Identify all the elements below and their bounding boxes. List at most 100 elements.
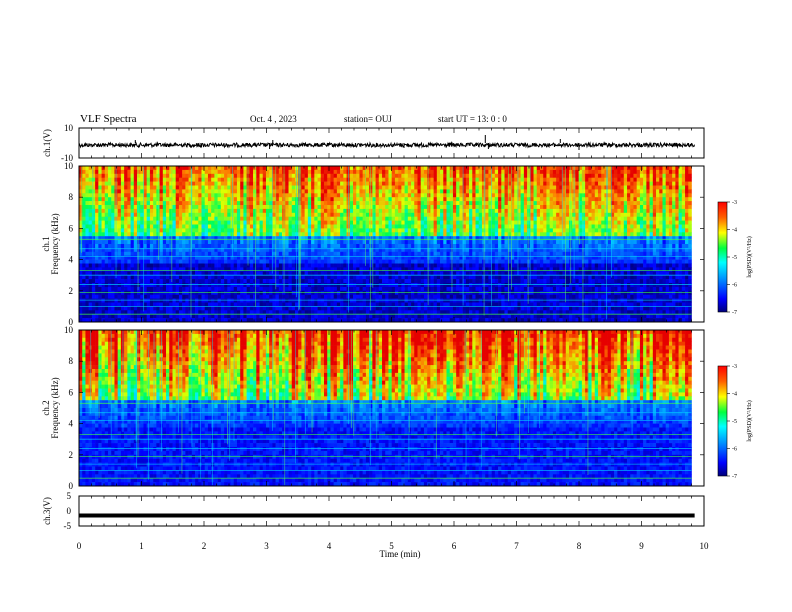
spectrogram-cell [185, 205, 189, 210]
spectrogram-cell [195, 212, 199, 217]
spectrogram-cell [175, 216, 180, 221]
spectrogram-cell [117, 302, 122, 307]
spectrogram-cell [427, 193, 431, 198]
spectrogram-cell [269, 193, 273, 198]
spectrogram-cell [349, 251, 354, 256]
spectrogram-cell [440, 169, 444, 175]
spectrogram-cell [436, 247, 441, 253]
spectrogram-cell [188, 283, 193, 288]
spectrogram-cell [288, 247, 293, 253]
spectrogram-cell [249, 166, 254, 171]
spectrogram-cell [311, 290, 315, 295]
spectrogram-cell [111, 314, 115, 319]
spectrogram-cell [178, 310, 183, 315]
spectrogram-cell [291, 244, 296, 249]
spectrogram-cell [91, 318, 96, 323]
spectrogram-cell [378, 259, 383, 264]
spectrogram-cell [207, 279, 212, 284]
spectrogram-cell [214, 255, 218, 260]
spectrogram-cell [401, 267, 405, 272]
spectrogram-cell [104, 173, 109, 178]
spectrogram-cell [153, 208, 157, 214]
spectrogram-cell [388, 302, 392, 307]
spectrogram-cell [272, 205, 276, 210]
spectrogram-cell [417, 279, 422, 284]
spectrogram-cell [324, 290, 328, 295]
spectrogram-cell [285, 306, 289, 311]
spectrogram-cell [130, 193, 135, 198]
spectrogram-cell [333, 283, 338, 288]
spectrogram-cell [404, 212, 409, 217]
spectrogram-cell [469, 224, 473, 229]
spectrogram-cell [317, 220, 322, 225]
spectrogram-cell [265, 212, 270, 217]
spectrogram-cell [243, 286, 247, 292]
spectrogram-cell [236, 271, 241, 276]
spectrogram-cell [436, 220, 441, 225]
spectrogram-cell [98, 271, 102, 276]
spectrogram-cell [423, 294, 428, 299]
spectrogram-cell [353, 302, 357, 307]
spectrogram-cell [127, 244, 131, 249]
spectrogram-cell [427, 177, 431, 182]
spectrogram-cell [417, 283, 422, 288]
spectrogram-cell [95, 201, 99, 206]
spectrogram-cell [420, 236, 425, 241]
spectrogram-cell [449, 302, 454, 307]
spectrogram-cell [385, 306, 389, 311]
spectrogram-cell [440, 205, 444, 210]
spectrogram-cell [288, 298, 293, 303]
spectrogram-cell [459, 216, 463, 221]
spectrogram-cell [372, 294, 376, 299]
spectrogram-cell [324, 166, 328, 171]
spectrogram-cell [172, 208, 177, 214]
spectrogram-cell [456, 232, 460, 237]
spectrogram-cell [233, 208, 238, 214]
spectrogram-cell [372, 169, 376, 175]
spectrogram-cell [456, 173, 460, 178]
spectrogram-cell [127, 201, 131, 206]
spectrogram-cell [269, 208, 273, 214]
spectrogram-cell [140, 244, 144, 249]
spectrogram-cell [204, 193, 209, 198]
spectrogram-cell [217, 279, 222, 284]
spectrogram-cell [388, 173, 392, 178]
spectrogram-cell [417, 286, 422, 292]
spectrogram-cell [417, 259, 422, 264]
spectrogram-cell [285, 283, 289, 288]
spectrogram-cell [359, 189, 363, 194]
spectrogram-cell [414, 177, 418, 182]
spectrogram-cell [95, 286, 99, 292]
spectrogram-cell [220, 240, 225, 245]
spectrogram-cell [340, 255, 344, 260]
spectrogram-cell [301, 240, 305, 245]
spectrogram-cell [430, 185, 434, 190]
spectrogram-cell [420, 220, 425, 225]
spectrogram-cell [353, 224, 357, 229]
spectrogram-cell [217, 224, 222, 229]
spectrogram-cell [324, 232, 328, 237]
spectrogram-cell [182, 232, 186, 237]
spectrogram-cell [456, 290, 460, 295]
spectrogram-cell [394, 255, 399, 260]
spectrogram-cell [440, 259, 444, 264]
spectrogram-cell [104, 302, 109, 307]
spectrogram-cell [288, 232, 293, 237]
spectrogram-cell [278, 240, 283, 245]
spectrogram-cell [201, 193, 206, 198]
spectrogram-cell [423, 181, 428, 186]
spectrogram-cell [398, 247, 402, 253]
spectrogram-cell [362, 267, 367, 272]
spectrogram-cell [304, 275, 309, 280]
spectrogram-cell [320, 290, 325, 295]
spectrogram-cell [382, 298, 386, 303]
spectrogram-cell [204, 259, 209, 264]
spectrogram-cell [159, 298, 164, 303]
spectrogram-cell [188, 193, 193, 198]
spectrogram-cell [391, 318, 396, 323]
spectrogram-cell [259, 294, 264, 299]
spectrogram-cell [143, 310, 147, 315]
spectrogram-cell [417, 263, 422, 268]
spectrogram-cell [253, 298, 257, 303]
spectrogram-cell [137, 267, 141, 272]
